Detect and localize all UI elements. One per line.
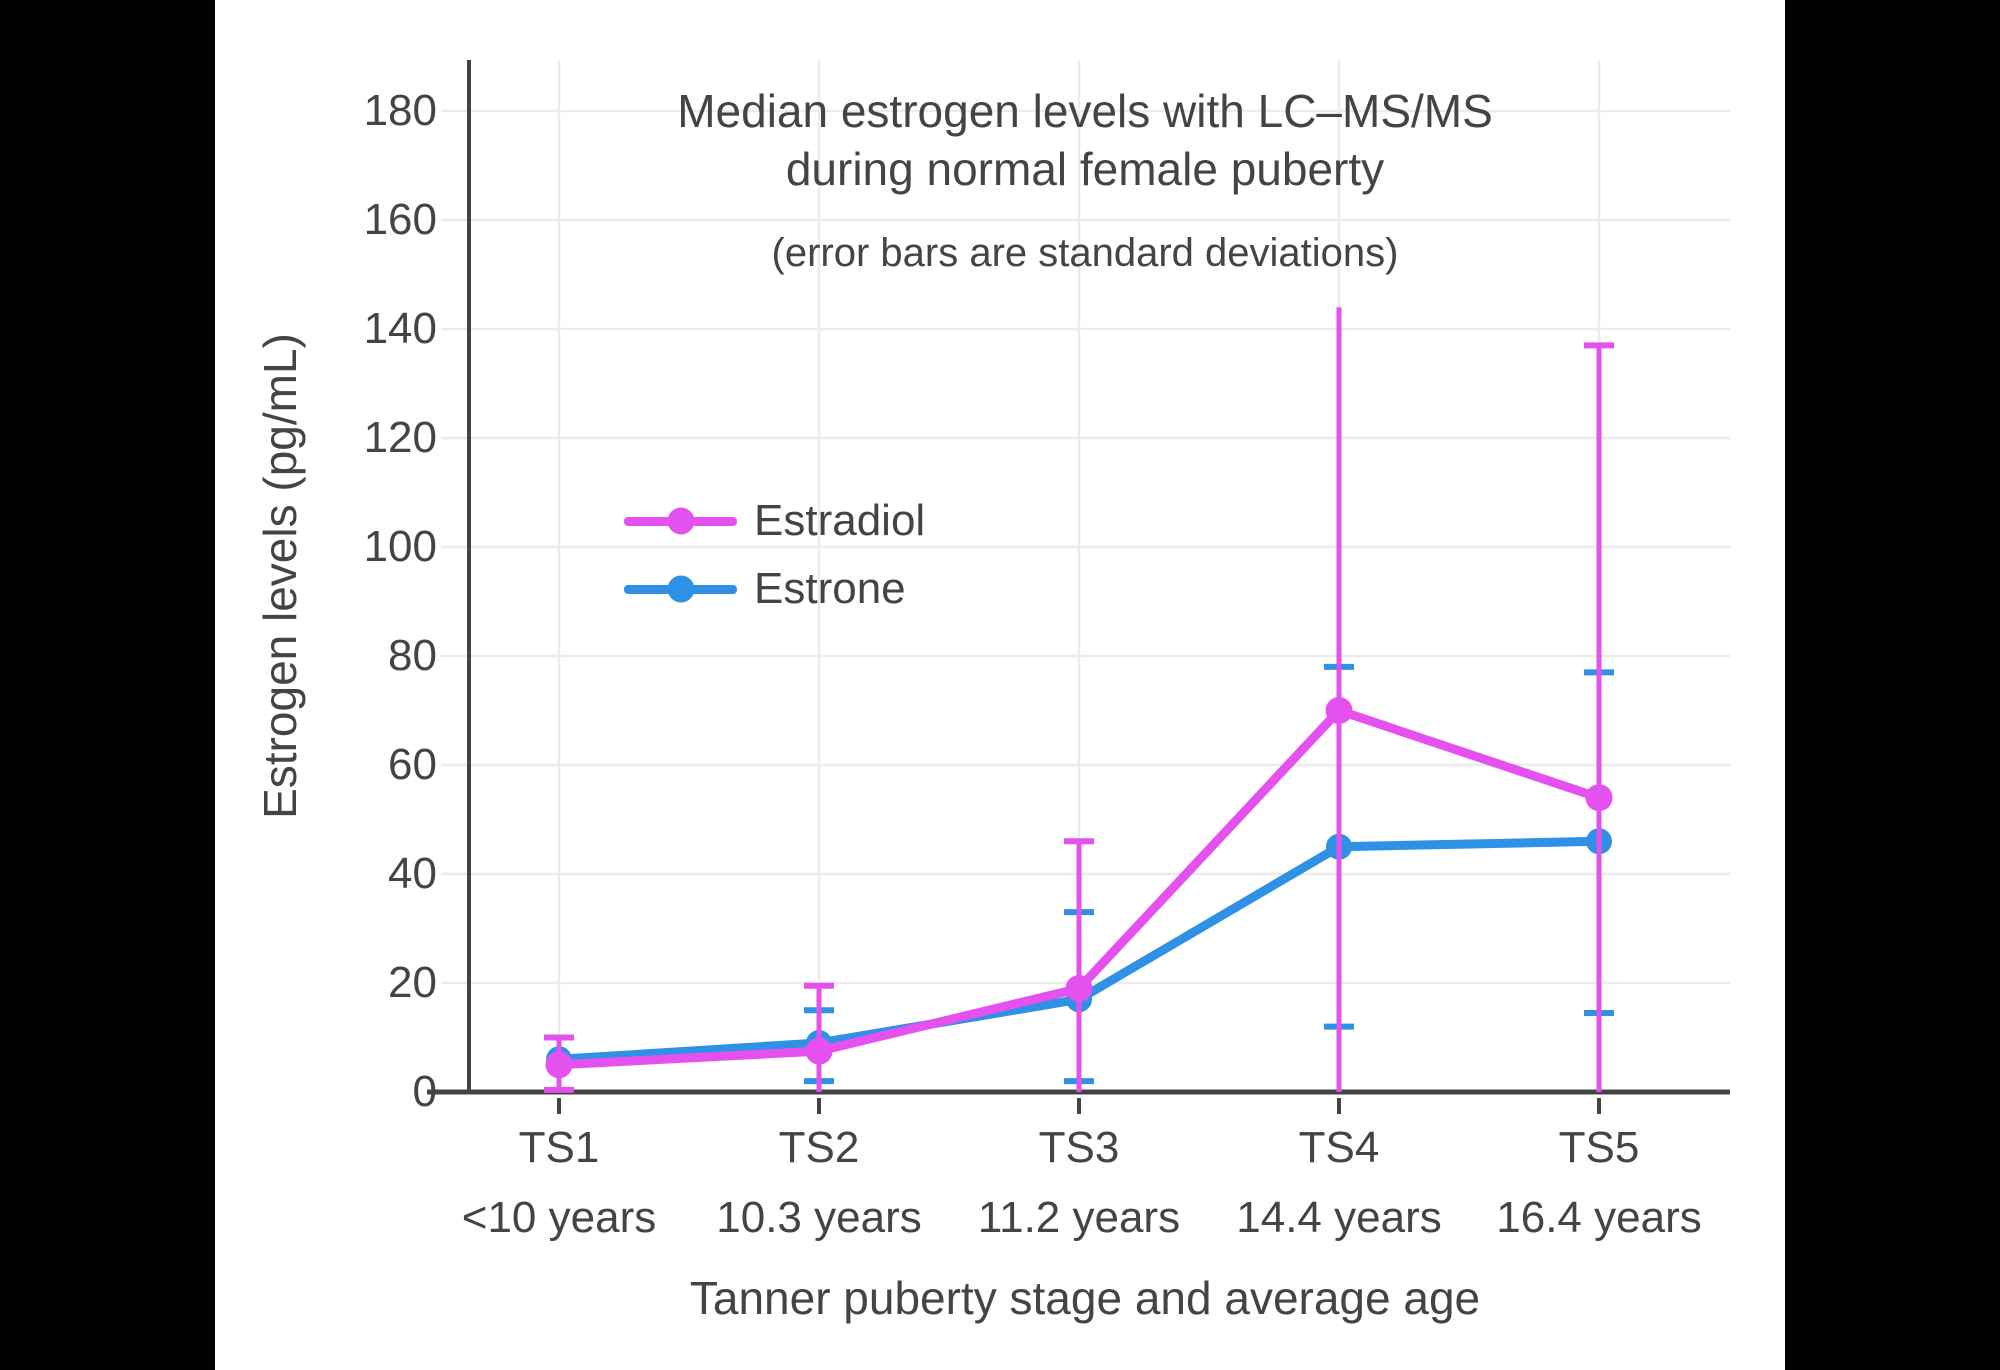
x-tick-label-TS5: TS5: [1558, 1123, 1640, 1172]
legend-label: Estrone: [754, 564, 906, 613]
estradiol-marker-TS3: [1065, 974, 1093, 1002]
legend-marker-dot: [667, 575, 694, 603]
estradiol-marker-TS1: [545, 1051, 573, 1079]
x-tick-age-label-TS3: 11.2 years: [977, 1193, 1181, 1242]
y-tick-label-20: 20: [388, 958, 437, 1007]
plot-background: [215, 0, 1785, 1370]
y-tick-label-160: 160: [363, 195, 437, 244]
x-tick-age-label-TS4: 14.4 years: [1236, 1193, 1442, 1242]
estradiol-marker-TS2: [805, 1037, 833, 1065]
h-gridlines: [469, 109, 1730, 985]
x-tick-label-TS1: TS1: [518, 1123, 600, 1172]
markers-estradiol: [545, 697, 1613, 1079]
legend-label: Estradiol: [754, 496, 926, 545]
y-tick-label-80: 80: [388, 631, 437, 680]
y-tick-label-60: 60: [388, 740, 437, 789]
x-tick-label-TS2: TS2: [778, 1123, 860, 1172]
x-tick-label-TS4: TS4: [1298, 1123, 1380, 1172]
legend-line-swatch: [624, 507, 737, 535]
chart-title-line1: Median estrogen levels with LC–MS/MS: [677, 85, 1493, 137]
y-tick-label-100: 100: [363, 522, 437, 571]
x-tick-age-label-TS2: 10.3 years: [716, 1193, 922, 1242]
x-axis-title: Tanner puberty stage and average age: [689, 1272, 1481, 1324]
x-tick-age-label-TS5: 16.4 years: [1496, 1193, 1702, 1242]
y-tick-label-140: 140: [363, 304, 437, 353]
y-tick-label-180: 180: [363, 86, 437, 135]
y-tick-label-0: 0: [412, 1067, 437, 1116]
y-tick-marks: [441, 109, 469, 985]
x-tick-label-TS3: TS3: [1038, 1123, 1120, 1172]
y-tick-label-40: 40: [388, 849, 437, 898]
legend-line-swatch: [624, 575, 737, 603]
chart-subtitle: (error bars are standard deviations): [771, 231, 1399, 275]
legend-marker-dot: [667, 507, 694, 535]
legend-item-estradiol[interactable]: Estradiol: [624, 498, 925, 544]
legend-item-estrone[interactable]: Estrone: [624, 566, 906, 612]
x-tick-age-label-TS1: <10 years: [461, 1193, 657, 1242]
x-tick-marks: [557, 1098, 1601, 1114]
estradiol-marker-TS5: [1585, 784, 1613, 812]
chart-title-line2: during normal female puberty: [785, 143, 1385, 195]
y-tick-label-120: 120: [363, 413, 437, 462]
estradiol-marker-TS4: [1325, 697, 1353, 724]
